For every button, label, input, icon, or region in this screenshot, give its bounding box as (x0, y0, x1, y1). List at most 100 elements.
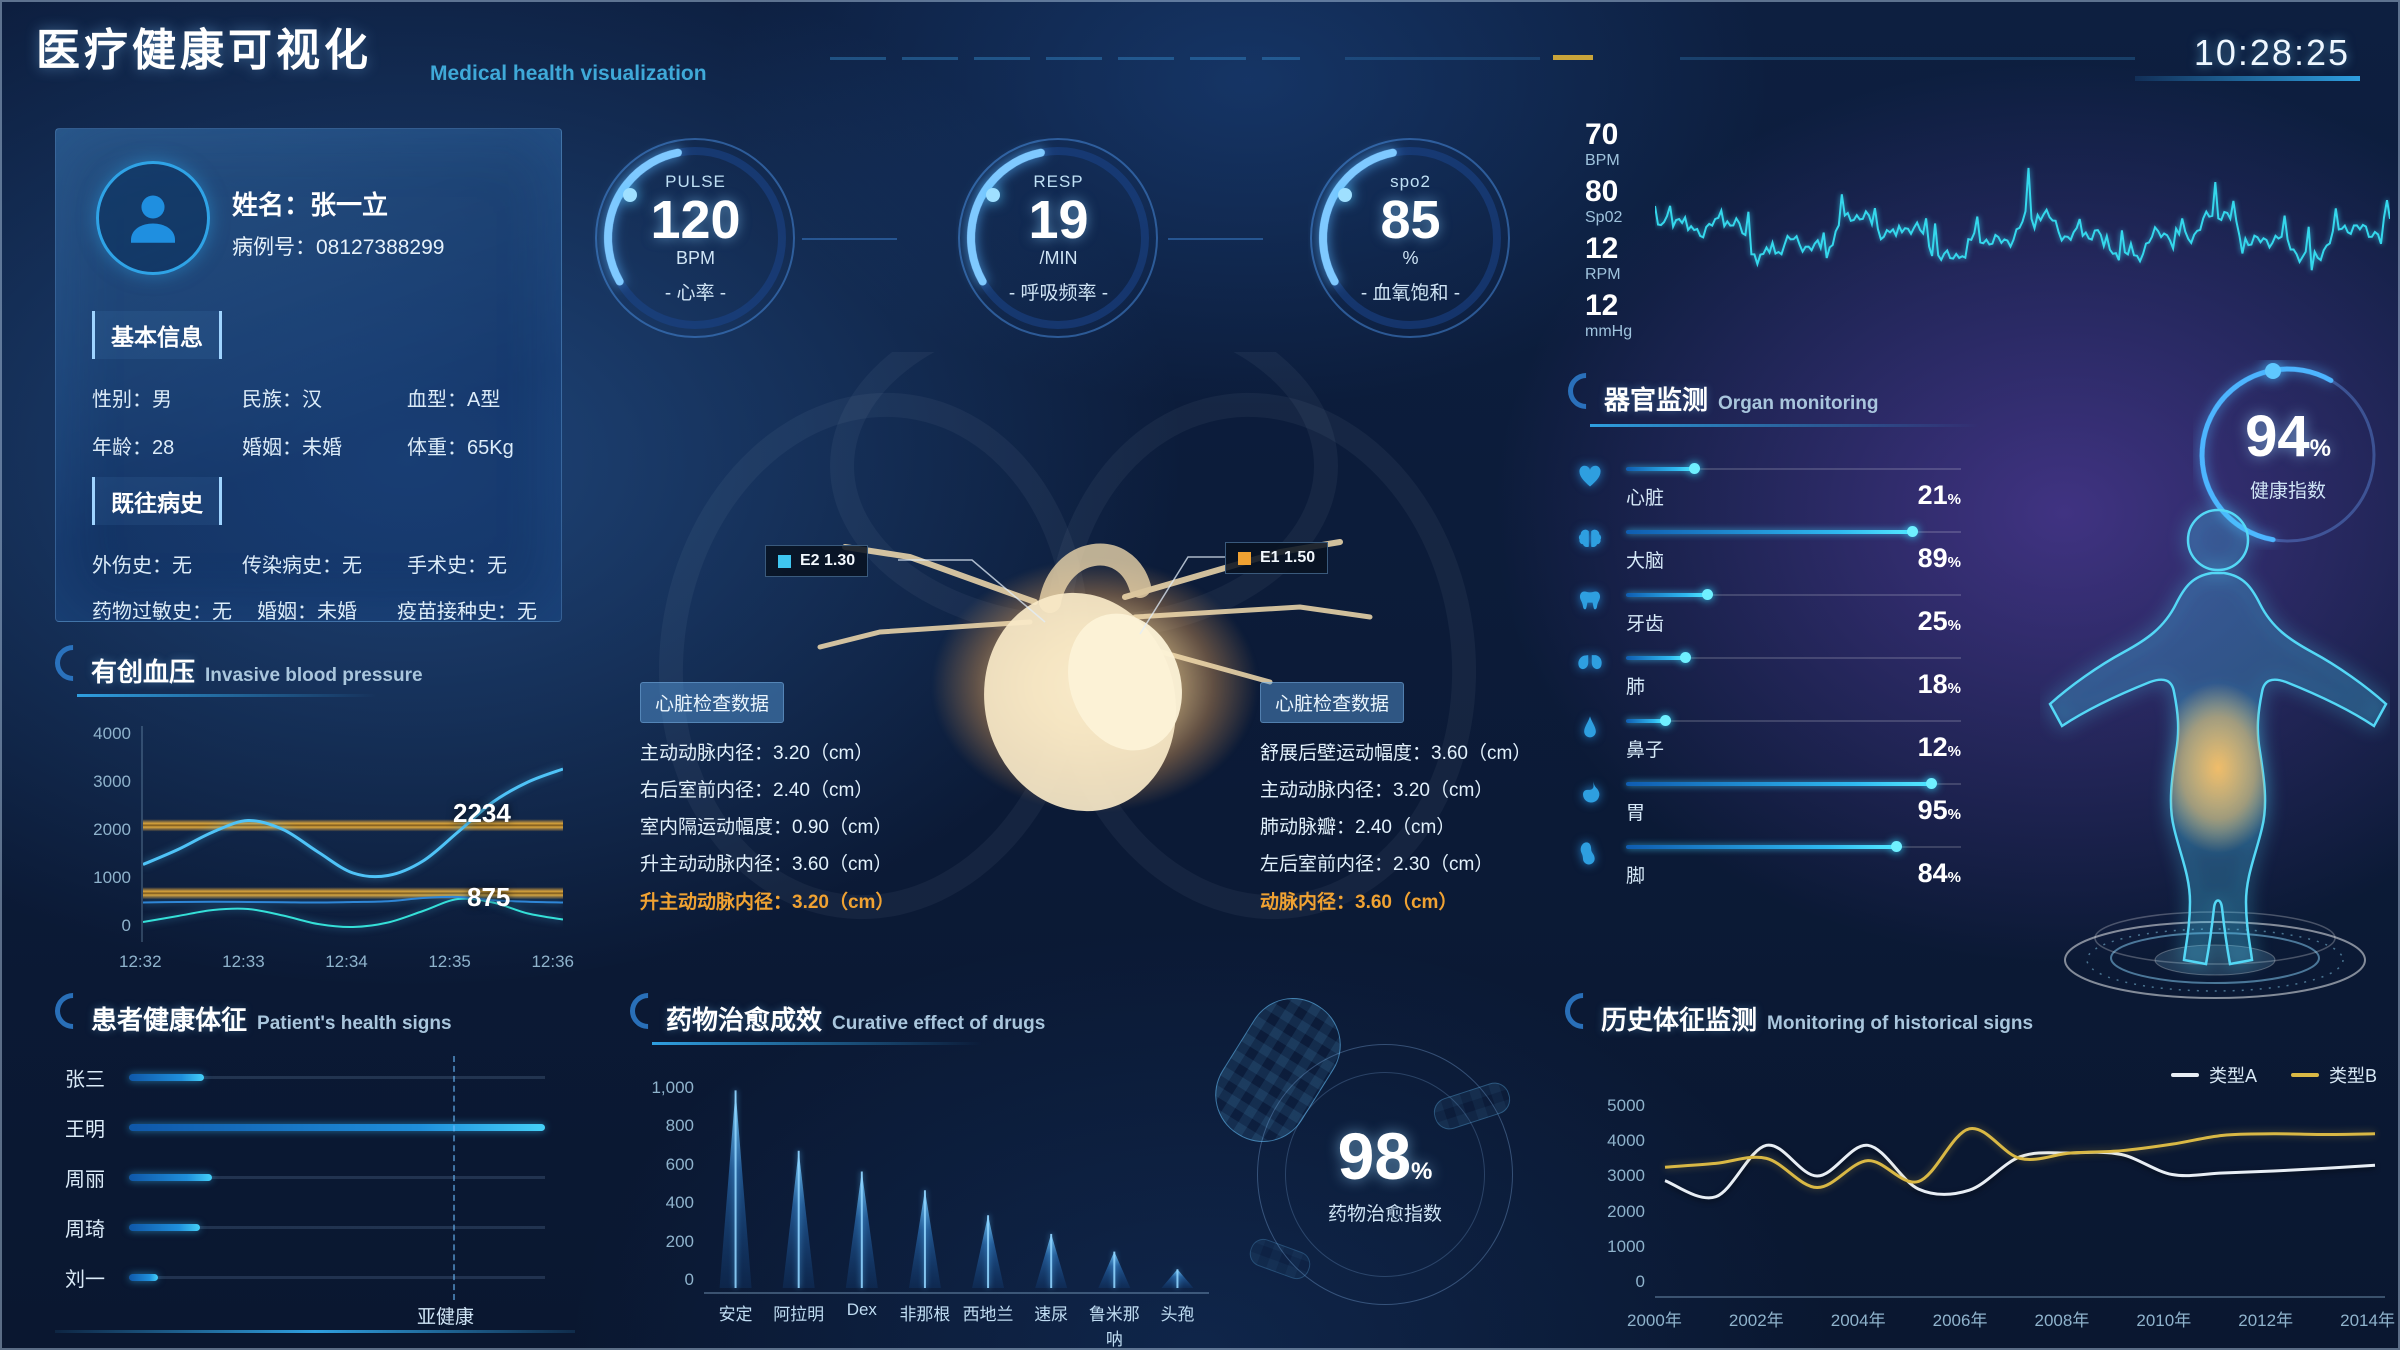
organ-bar[interactable] (1626, 460, 1961, 478)
health-sign-row: 王明 (65, 1112, 545, 1142)
gauge-caption: PULSE (665, 171, 726, 191)
organ-row: 胃 95% (1576, 775, 1996, 825)
subhealth-threshold-line (453, 1056, 455, 1300)
organ-row: 牙齿 25% (1576, 586, 1996, 636)
gauge-pulse: PULSE 120 BPM - 心率 - (593, 136, 798, 341)
gauge-value: 120 (650, 189, 741, 250)
heart-data-row: 左后室前内径：2.30（cm） (1260, 854, 1494, 875)
clock-underline (2135, 76, 2360, 81)
tag-label: E1 1.50 (1260, 549, 1316, 566)
gauge-value: 85 (1380, 189, 1441, 250)
organ-bar[interactable] (1626, 586, 1961, 604)
tag-swatch (778, 554, 791, 568)
organ-info: 大脑 89% (1626, 543, 1961, 574)
heart-tag-e2[interactable]: E2 1.30 (765, 545, 869, 577)
body-hologram (2048, 508, 2388, 999)
patient-field: 婚姻：未婚 (257, 601, 357, 623)
patient-field: 外伤史：无 (92, 555, 192, 577)
organ-bar-dot (1679, 652, 1691, 663)
organ-name: 心脏 (1626, 488, 1665, 509)
health-index: 94% 健康指数 (2193, 360, 2383, 550)
title-underline (1590, 424, 1980, 427)
organ-bar[interactable] (1626, 523, 1961, 541)
hud-line (1680, 57, 2135, 60)
legend-item[interactable]: 类型A (2170, 1062, 2257, 1088)
heart-tag-e1[interactable]: E1 1.50 (1225, 542, 1329, 574)
patient-field: 疫苗接种史：无 (397, 601, 537, 623)
organ-row: 大脑 89% (1576, 523, 1996, 573)
heart-data-row: 主动动脉内径：3.20（cm） (1260, 780, 1494, 801)
percent-sign: % (2309, 434, 2331, 462)
history-chart (1664, 1127, 2376, 1200)
heart-data-row: 右后室前内径：2.40（cm） (640, 780, 874, 801)
sign-name: 周丽 (65, 1168, 105, 1191)
patient-field: 年龄：28 (92, 437, 175, 459)
history-x-axis: 2000年 2002年 2004年 2006年 2008年 2010年 2012年 2014年 (1627, 1311, 2395, 1330)
tag-label: E2 1.30 (800, 552, 856, 569)
gauge-label: - 呼吸频率 - (1008, 283, 1109, 305)
patient-field: 传染病史：无 (242, 555, 362, 577)
patient-field: 手术史：无 (407, 555, 507, 577)
heart-vessels (817, 539, 1373, 812)
gauge-connector (1168, 238, 1263, 240)
drug-index-widget: 98% 药物治愈指数 (1197, 980, 1525, 1317)
heart-data-highlight: 升主动动脉内径：3.20（cm） (640, 892, 895, 913)
health-sign-row: 张三 (65, 1062, 545, 1092)
organ-bar[interactable] (1626, 712, 1961, 730)
health-sign-row: 周丽 (65, 1162, 545, 1192)
gauge-caption: RESP (1033, 171, 1084, 191)
hud-line (830, 57, 1300, 60)
foot-icon (1580, 842, 1595, 865)
organ-bar[interactable] (1626, 649, 1961, 667)
sign-name: 张三 (65, 1068, 105, 1091)
sign-bar-track (129, 1122, 545, 1132)
stomach-icon (1583, 780, 1600, 803)
bp-panel: 有创血压 Invasive blood pressure 4000 3000 2000… (47, 637, 574, 992)
patient-field: 性别：男 (92, 389, 172, 411)
organ-bar-dot (1689, 463, 1701, 474)
gauge-text: RESP 19/MIN - 呼吸频率 - (956, 136, 1161, 341)
gauge-value: 19 (1028, 189, 1089, 250)
organ-bar-dot (1906, 526, 1918, 537)
organ-bar-fill (1626, 530, 1911, 534)
bp-x-axis: 12:32 12:33 12:34 12:35 12:36 (119, 952, 574, 971)
drug-category: 阿拉明 (773, 1305, 825, 1324)
organ-percent: 89% (1917, 543, 1961, 573)
patient-case-no: 病例号：08127388299 (232, 236, 445, 259)
organ-info: 肺 18% (1626, 669, 1961, 700)
gauge-text: spo2 85% - 血氧饱和 - (1308, 136, 1513, 341)
heart-data-row: 肺动脉瓣：2.40（cm） (1260, 817, 1456, 838)
vital-unit: RPM (1585, 266, 1621, 283)
patient-field: 体重：65Kg (407, 437, 514, 459)
avatar (96, 161, 210, 275)
ring-outline (1285, 1072, 1485, 1277)
basic-info-tag: 基本信息 (92, 311, 222, 359)
clock: 10:28:25 (2193, 32, 2350, 73)
health-sign-row: 周琦 (65, 1212, 545, 1242)
person-icon (131, 195, 175, 243)
patient-field: 血型：A型 (407, 389, 501, 411)
legend-item[interactable]: 类型B (2290, 1062, 2377, 1088)
drug-title: 药物治愈成效 Curative effect of drugs (622, 985, 1209, 1037)
drug-index-label: 药物治愈指数 (1327, 1204, 1442, 1225)
history-y-axis: 5000 4000 3000 2000 1000 0 (1607, 1096, 1645, 1291)
heart-data-highlight: 动脉内径：3.60（cm） (1260, 892, 1458, 913)
organ-percent: 18% (1917, 669, 1961, 699)
sign-bar-fill (129, 1174, 213, 1181)
drug-axis-line (704, 1292, 1209, 1294)
organ-bar[interactable] (1626, 838, 1961, 856)
patient-field: 民族：汉 (242, 389, 322, 411)
organ-bar-dot (1926, 778, 1937, 789)
sign-name: 周琦 (65, 1218, 105, 1241)
patient-field: 药物过敏史：无 (92, 601, 232, 623)
organ-bar[interactable] (1626, 775, 1961, 793)
sign-bar-fill (129, 1074, 204, 1081)
vital-value: 80 (1585, 175, 1619, 208)
legend-swatch (2170, 1073, 2199, 1077)
organ-panel: 器官监测 Organ monitoring 心脏 21% 大脑 89% 牙齿 25% 肺 18%… (1560, 365, 2013, 965)
organ-bar-fill (1626, 593, 1706, 597)
gauge-label: - 心率 - (664, 283, 727, 305)
gauge-connector (802, 238, 897, 240)
hud-line (1345, 57, 1540, 60)
